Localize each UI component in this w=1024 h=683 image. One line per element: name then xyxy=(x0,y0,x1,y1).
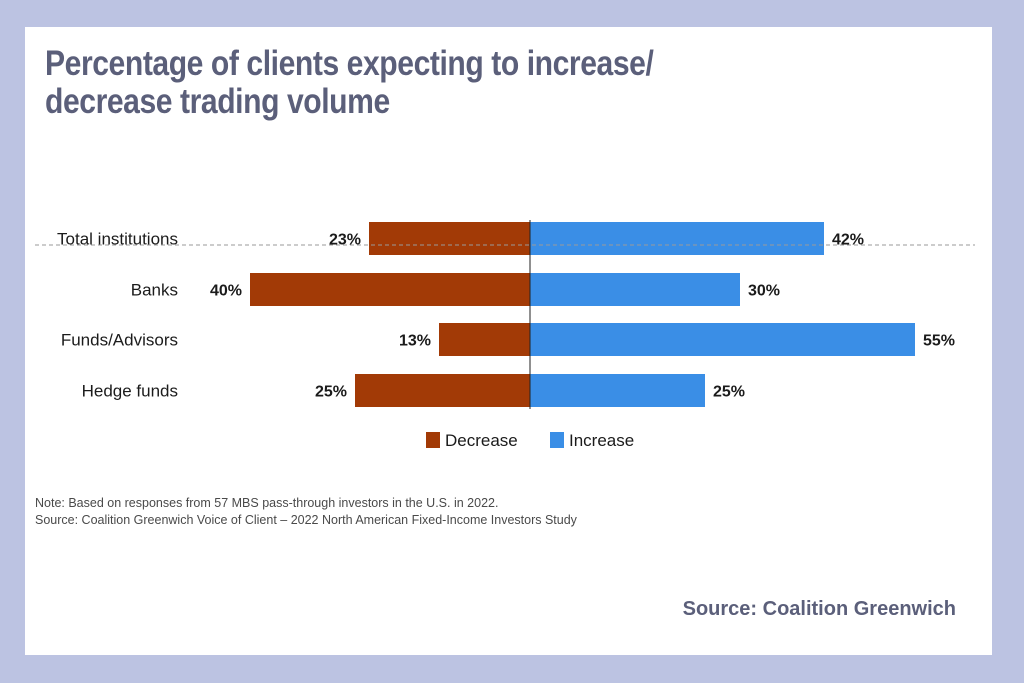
legend-label-increase: Increase xyxy=(569,431,634,450)
increase-value-funds-advisors: 55% xyxy=(923,333,955,350)
chart-title-line-2: decrease trading volume xyxy=(45,82,390,121)
category-label-banks: Banks xyxy=(131,281,178,300)
legend-label-decrease: Decrease xyxy=(445,431,518,450)
increase-bar-total-institutions xyxy=(530,222,824,255)
increase-value-total-institutions: 42% xyxy=(832,232,864,249)
category-label-funds-advisors: Funds/Advisors xyxy=(61,331,178,350)
source-note-text: Source: Coalition Greenwich Voice of Cli… xyxy=(35,513,577,527)
decrease-bar-total-institutions xyxy=(369,222,530,255)
legend-swatch-decrease xyxy=(426,432,440,448)
decrease-value-total-institutions: 23% xyxy=(329,232,361,249)
increase-value-banks: 30% xyxy=(748,283,780,300)
decrease-bar-funds-advisors xyxy=(439,323,530,356)
increase-bar-banks xyxy=(530,273,740,306)
increase-bar-funds-advisors xyxy=(530,323,915,356)
increase-bar-hedge-funds xyxy=(530,374,705,407)
legend-swatch-increase xyxy=(550,432,564,448)
source-credit: Source: Coalition Greenwich xyxy=(682,598,956,620)
decrease-bar-banks xyxy=(250,273,530,306)
decrease-value-hedge-funds: 25% xyxy=(315,384,347,401)
diverging-bar-chart: Total institutions 23% 42% Banks 40% 30% Funds… xyxy=(35,220,975,450)
footnote: Note: Based on responses from 57 MBS pas… xyxy=(35,495,577,529)
note-text: Note: Based on responses from 57 MBS pas… xyxy=(35,496,499,510)
increase-value-hedge-funds: 25% xyxy=(713,384,745,401)
category-label-hedge-funds: Hedge funds xyxy=(82,382,178,401)
decrease-value-banks: 40% xyxy=(210,283,242,300)
decrease-bar-hedge-funds xyxy=(355,374,530,407)
chart-title-line-1: Percentage of clients expecting to incre… xyxy=(45,44,654,83)
decrease-value-funds-advisors: 13% xyxy=(399,333,431,350)
chart-card: Percentage of clients expecting to incre… xyxy=(25,27,992,655)
category-label-total-institutions: Total institutions xyxy=(57,230,178,249)
chart-title: Percentage of clients expecting to incre… xyxy=(45,44,654,121)
